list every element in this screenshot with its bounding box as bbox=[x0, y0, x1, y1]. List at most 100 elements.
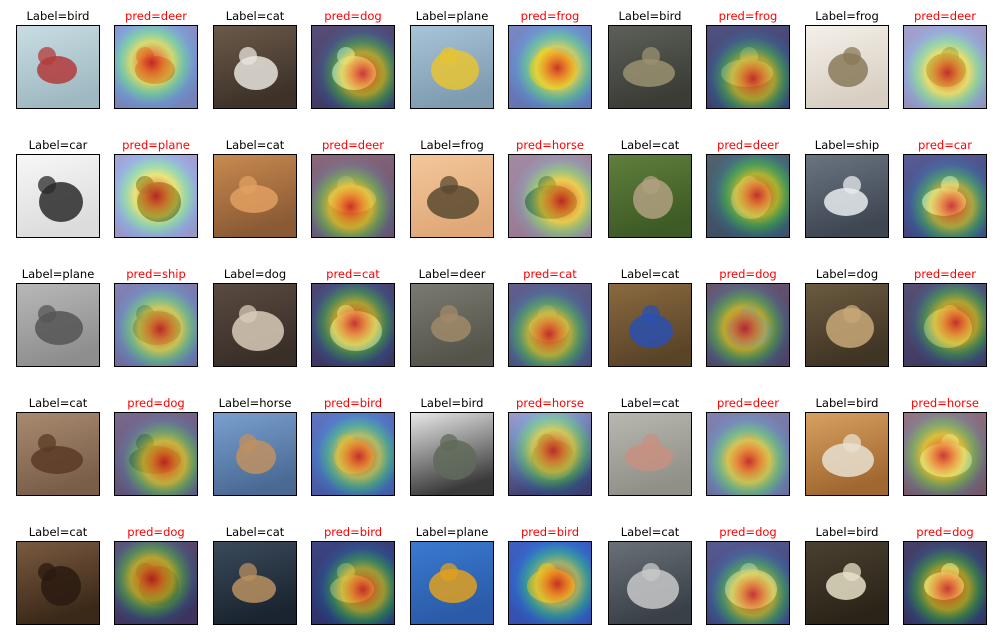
prediction-label: pred=dog bbox=[127, 396, 185, 410]
dog-standing-picture bbox=[904, 284, 986, 366]
sample-image bbox=[608, 283, 692, 367]
prediction-label: pred=car bbox=[918, 138, 972, 152]
sample-image bbox=[16, 283, 100, 367]
frog-closeup-picture bbox=[806, 26, 888, 108]
car-on-lift-picture bbox=[115, 155, 197, 237]
cat-window-picture bbox=[214, 542, 296, 624]
prediction-label: pred=deer bbox=[717, 396, 779, 410]
sample-image bbox=[213, 154, 297, 238]
sample-image bbox=[410, 412, 494, 496]
cat-face-picture bbox=[707, 413, 789, 495]
prediction-label: pred=horse bbox=[516, 138, 584, 152]
heatmap-overlay-image bbox=[508, 283, 592, 367]
ostrich-picture bbox=[509, 413, 591, 495]
ground-truth-label: Label=deer bbox=[418, 267, 486, 281]
prediction-label: pred=dog bbox=[324, 9, 382, 23]
prediction-label: pred=plane bbox=[122, 138, 190, 152]
heatmap-overlay-image bbox=[114, 283, 198, 367]
yellow-plane-picture bbox=[411, 542, 493, 624]
cat-lying-picture bbox=[312, 26, 394, 108]
ground-truth-label: Label=cat bbox=[620, 396, 680, 410]
bird-in-grass-picture bbox=[707, 26, 789, 108]
sample-image bbox=[410, 541, 494, 625]
heatmap-overlay-image bbox=[508, 25, 592, 109]
heatmap-overlay-image bbox=[311, 25, 395, 109]
brown-cat-picture bbox=[115, 413, 197, 495]
prediction-label: pred=deer bbox=[125, 9, 187, 23]
prediction-label: pred=deer bbox=[717, 138, 779, 152]
ground-truth-label: Label=dog bbox=[223, 267, 287, 281]
ground-truth-label: Label=cat bbox=[620, 525, 680, 539]
heatmap-overlay-image bbox=[311, 412, 395, 496]
heatmap-overlay-image bbox=[903, 154, 987, 238]
cat-face-picture bbox=[609, 413, 691, 495]
ground-truth-label: Label=frog bbox=[420, 138, 484, 152]
grey-cat-face-picture bbox=[609, 542, 691, 624]
prediction-label: pred=horse bbox=[911, 396, 979, 410]
prediction-label: pred=frog bbox=[520, 9, 580, 23]
cat-in-grass-picture bbox=[707, 155, 789, 237]
prediction-label: pred=bird bbox=[520, 525, 580, 539]
brown-cat-picture bbox=[17, 413, 99, 495]
ostrich-picture bbox=[411, 413, 493, 495]
ground-truth-label: Label=frog bbox=[815, 9, 879, 23]
rearing-horse-picture bbox=[214, 413, 296, 495]
deer-lying-picture bbox=[411, 284, 493, 366]
toy-plane-picture bbox=[509, 26, 591, 108]
sample-image bbox=[608, 412, 692, 496]
cat-window-picture bbox=[312, 542, 394, 624]
bird-on-branch-picture bbox=[17, 26, 99, 108]
owl-picture bbox=[806, 542, 888, 624]
sample-image bbox=[16, 154, 100, 238]
grey-plane-picture bbox=[17, 284, 99, 366]
dark-cat-picture bbox=[115, 542, 197, 624]
heatmap-overlay-image bbox=[706, 412, 790, 496]
prediction-label: pred=dog bbox=[719, 525, 777, 539]
heatmap-overlay-image bbox=[903, 283, 987, 367]
white-boat-picture bbox=[904, 155, 986, 237]
sample-image bbox=[805, 541, 889, 625]
heatmap-overlay-image bbox=[114, 412, 198, 496]
white-boat-picture bbox=[806, 155, 888, 237]
ground-truth-label: Label=plane bbox=[21, 267, 95, 281]
bird-flying-picture bbox=[904, 413, 986, 495]
sample-image bbox=[213, 541, 297, 625]
heatmap-overlay-image bbox=[706, 283, 790, 367]
small-dog-picture bbox=[312, 284, 394, 366]
bird-on-branch-picture bbox=[115, 26, 197, 108]
small-dog-picture bbox=[214, 284, 296, 366]
rearing-horse-picture bbox=[312, 413, 394, 495]
sample-image bbox=[608, 154, 692, 238]
frog-sitting-picture bbox=[411, 155, 493, 237]
car-on-lift-picture bbox=[17, 155, 99, 237]
prediction-label: pred=cat bbox=[523, 267, 577, 281]
sample-image bbox=[805, 412, 889, 496]
bird-in-grass-picture bbox=[609, 26, 691, 108]
prediction-label: pred=bird bbox=[323, 396, 383, 410]
prediction-label: pred=deer bbox=[914, 9, 976, 23]
ground-truth-label: Label=cat bbox=[225, 525, 285, 539]
cat-lying-picture bbox=[214, 26, 296, 108]
orange-cat-picture bbox=[312, 155, 394, 237]
ground-truth-label: Label=plane bbox=[415, 9, 489, 23]
sample-image bbox=[608, 541, 692, 625]
sample-image bbox=[805, 154, 889, 238]
ground-truth-label: Label=cat bbox=[620, 267, 680, 281]
prediction-label: pred=dog bbox=[916, 525, 974, 539]
bird-flying-picture bbox=[806, 413, 888, 495]
sample-image bbox=[608, 25, 692, 109]
yellow-plane-picture bbox=[509, 542, 591, 624]
sample-image bbox=[805, 25, 889, 109]
prediction-label: pred=frog bbox=[718, 9, 778, 23]
ground-truth-label: Label=cat bbox=[225, 9, 285, 23]
dog-standing-picture bbox=[806, 284, 888, 366]
ground-truth-label: Label=car bbox=[28, 138, 88, 152]
prediction-label: pred=ship bbox=[126, 267, 186, 281]
sample-image bbox=[805, 283, 889, 367]
heatmap-overlay-image bbox=[114, 154, 198, 238]
prediction-label: pred=dog bbox=[127, 525, 185, 539]
heatmap-overlay-image bbox=[311, 283, 395, 367]
toy-car-picture bbox=[609, 284, 691, 366]
ground-truth-label: Label=cat bbox=[28, 396, 88, 410]
heatmap-overlay-image bbox=[903, 25, 987, 109]
